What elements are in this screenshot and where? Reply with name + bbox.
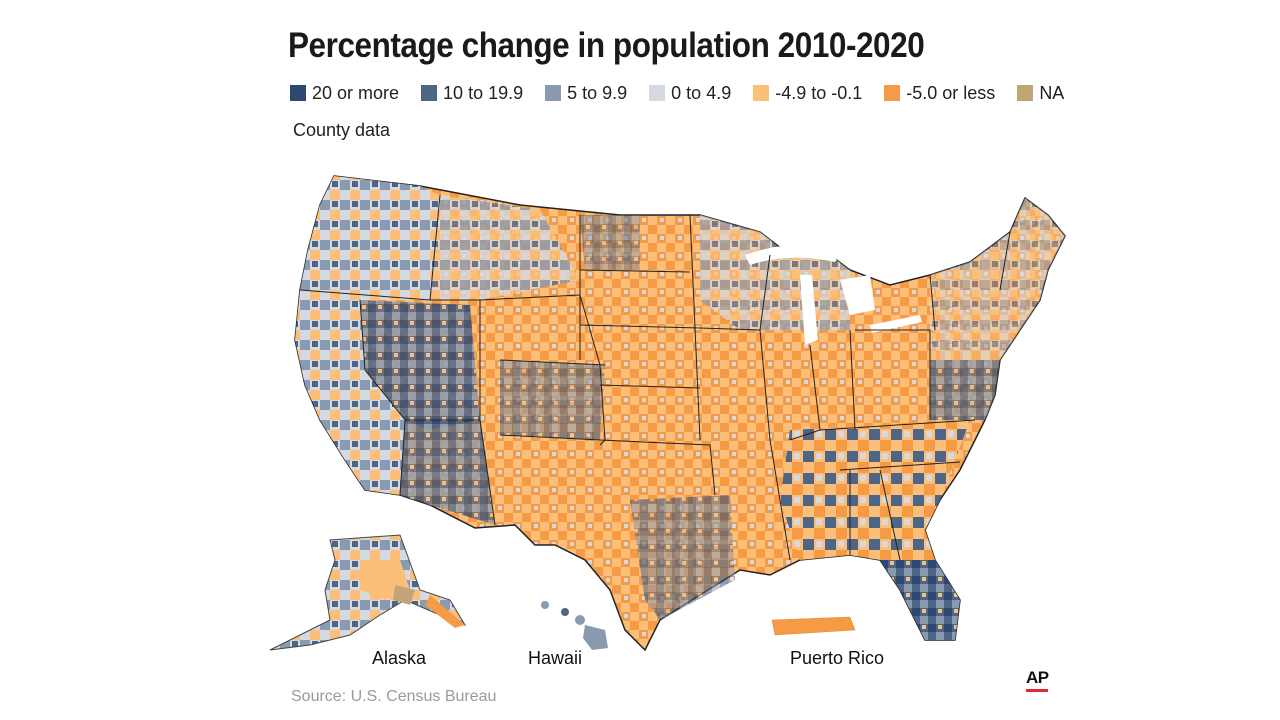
- legend-label: 20 or more: [312, 82, 400, 103]
- legend-swatch: [545, 85, 562, 101]
- puerto-rico-label: Puerto Rico: [790, 648, 885, 668]
- alaska-panhandle: [425, 595, 465, 628]
- lake-superior: [745, 245, 840, 265]
- lake-erie: [870, 315, 922, 333]
- legend-swatch: [1017, 85, 1034, 101]
- legend: 20 or more 10 to 19.9 5 to 9.9 0 to 4.9 …: [290, 82, 1086, 104]
- southeast: [780, 420, 970, 560]
- ap-logo-underline: [1026, 689, 1048, 692]
- hawaii-label: Hawaii: [528, 648, 583, 668]
- california: [295, 290, 405, 495]
- legend-swatch: [753, 85, 770, 101]
- legend-item-5-to-9: 5 to 9.9: [545, 83, 627, 104]
- upper-midwest: [700, 215, 850, 330]
- legend-swatch: [649, 85, 666, 101]
- texas-metros: [630, 495, 735, 620]
- state-borders: [299, 194, 1011, 561]
- map-subtitle: County data: [293, 120, 391, 140]
- mountain-north: [430, 195, 580, 300]
- legend-label: -4.9 to -0.1: [775, 82, 863, 103]
- lake-huron: [840, 275, 875, 315]
- map-title: Percentage change in population 2010-202…: [288, 26, 925, 65]
- lake-michigan: [800, 275, 818, 345]
- colorado: [500, 360, 605, 440]
- alaska-na-region: [393, 585, 415, 605]
- pacific-northwest: [300, 176, 440, 300]
- legend-swatch: [421, 85, 438, 101]
- legend-label: 0 to 4.9: [671, 82, 732, 103]
- legend-item-minus-4-9: -4.9 to -0.1: [753, 83, 862, 104]
- hawaii: [541, 601, 608, 650]
- florida: [880, 560, 960, 640]
- ap-logo: AP: [1026, 668, 1049, 687]
- north-dakota-blue: [580, 215, 640, 270]
- legend-label: 5 to 9.9: [567, 82, 628, 103]
- puerto-rico: [771, 616, 856, 636]
- source-note: Source: U.S. Census Bureau: [291, 688, 497, 705]
- legend-item-minus-5-or-less: -5.0 or less: [884, 83, 995, 104]
- arizona: [400, 420, 495, 525]
- legend-swatch: [884, 85, 901, 101]
- legend-label: NA: [1039, 82, 1065, 103]
- legend-swatch: [290, 85, 306, 101]
- northeast: [930, 198, 1065, 360]
- nevada-utah: [360, 300, 480, 430]
- legend-label: 10 to 19.9: [443, 82, 524, 103]
- alaska-label: Alaska: [372, 648, 427, 668]
- mid-atlantic: [930, 360, 1000, 420]
- legend-label: -5.0 or less: [906, 82, 996, 103]
- legend-item-20-or-more: 20 or more: [290, 83, 399, 104]
- legend-item-0-to-4: 0 to 4.9: [649, 83, 731, 104]
- legend-item-10-to-19: 10 to 19.9: [421, 83, 523, 104]
- legend-item-na: NA: [1017, 83, 1064, 104]
